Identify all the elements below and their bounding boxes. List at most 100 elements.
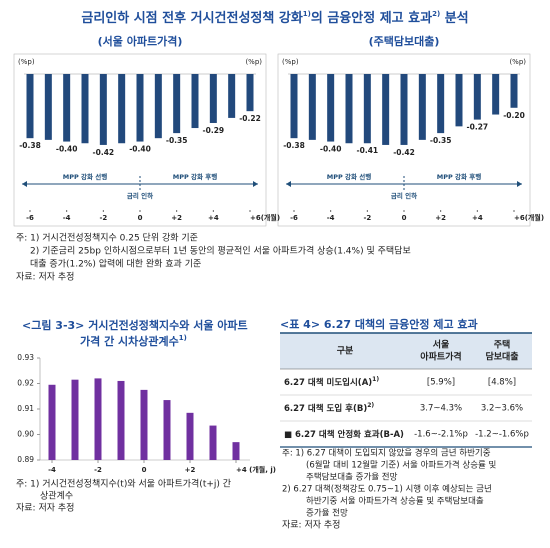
figure-title-text: 가격 간 시차상관계수 xyxy=(80,334,179,348)
note: 2) 기준금리 25bp 인하시점으로부터 1년 동안의 평균적인 서울 아파트… xyxy=(30,245,411,257)
y-unit: (%p) xyxy=(509,58,526,66)
data-label: -0.20 xyxy=(503,111,525,120)
table-header: 아파트가격 xyxy=(420,351,461,363)
x-tick-label: 0 xyxy=(402,214,407,222)
bar xyxy=(345,74,353,144)
bar xyxy=(473,74,481,120)
bar xyxy=(81,74,89,144)
data-label: -0.41 xyxy=(357,146,379,155)
bar xyxy=(140,389,148,460)
title-text: 금리인하 시점 전후 거시건전성정책 강화 xyxy=(81,10,302,26)
annotation: MPP 강화 후행 xyxy=(173,172,217,181)
row-label: 6.27 대책 도입 후(B)2) xyxy=(284,402,374,414)
annotation: MPP 강화 선행 xyxy=(327,172,371,181)
row-label-sup: 2) xyxy=(367,402,374,409)
note: 주: 1) 거시건전성정책지수 0.25 단위 강화 기준 xyxy=(16,232,198,244)
note: 2) 6.27 대책(정책강도 0.75~1) 시행 이후 예상되는 금년 xyxy=(282,484,492,495)
x-tick-label: -2 xyxy=(94,466,102,474)
bar xyxy=(117,380,125,460)
bar xyxy=(154,74,162,139)
data-label: -0.35 xyxy=(166,136,188,145)
x-tick-label: -2 xyxy=(99,214,107,222)
bar xyxy=(26,74,34,139)
bar xyxy=(510,74,518,108)
y-unit: (%p) xyxy=(18,58,35,66)
bar xyxy=(209,74,217,123)
x-tick-label: +6(개월) xyxy=(514,213,544,222)
bar xyxy=(173,74,181,134)
note: 상관계수 xyxy=(40,490,73,502)
data-label: -0.29 xyxy=(203,126,225,135)
bar xyxy=(44,74,52,140)
note: 주: 1) 거시건전성정책지수(t)와 서울 아파트가격(t+j) 간 xyxy=(16,478,231,490)
data-label: -0.40 xyxy=(56,145,78,154)
data-label: -0.38 xyxy=(19,141,41,150)
table-cell: -1.2~-1.6%p xyxy=(475,430,529,440)
chart-subtitle: (서울 아파트가격) xyxy=(98,34,183,48)
title-sup: 1) xyxy=(303,10,311,18)
title-text: 분석 xyxy=(440,11,468,26)
bar xyxy=(492,74,500,115)
bar xyxy=(228,74,236,118)
bar xyxy=(136,74,144,142)
x-tick-label: 0 xyxy=(138,214,143,222)
y-tick-label: 0.92 xyxy=(17,379,34,388)
x-tick-label: -2 xyxy=(363,214,371,222)
bar xyxy=(363,74,371,144)
note: 하반기중 서울 아파트가격 상승률 및 주택담보대출 xyxy=(306,496,484,507)
table-cell: [4.8%] xyxy=(488,378,516,388)
annotation: MPP 강화 선행 xyxy=(63,172,107,181)
table-header: 서울 xyxy=(433,339,450,351)
y-tick-label: 0.89 xyxy=(17,455,34,464)
source: 자료: 저자 추정 xyxy=(16,503,74,514)
bar xyxy=(437,74,445,134)
bar xyxy=(186,412,194,460)
table-header-bg xyxy=(280,333,532,369)
chart-frame xyxy=(277,53,531,227)
source: 자료: 저자 추정 xyxy=(282,520,340,531)
y-tick-label: 0.91 xyxy=(17,404,34,413)
x-tick-label: +2 xyxy=(171,214,182,222)
x-tick-label: +4 (개월, j) xyxy=(236,465,276,474)
source: 자료: 저자 추정 xyxy=(16,272,74,283)
x-tick-label: +4 xyxy=(472,214,483,222)
x-tick-label: 0 xyxy=(142,466,147,474)
bar xyxy=(232,442,240,460)
y-unit: (%p) xyxy=(245,58,262,66)
note: 증가율 전망 xyxy=(306,508,348,519)
data-label: -0.42 xyxy=(393,148,415,157)
data-label: -0.40 xyxy=(129,145,151,154)
annotation: 금리 인하 xyxy=(391,191,417,200)
data-label: -0.38 xyxy=(283,141,305,150)
x-tick-label: -4 xyxy=(327,214,335,222)
bar xyxy=(209,425,217,460)
row-label-text: ■ 6.27 대책 안정화 효과(B-A) xyxy=(284,429,404,440)
page-title: 금리인하 시점 전후 거시건전성정책 강화1)의 금융안정 제고 효과2) 분석 xyxy=(81,10,468,26)
x-tick-label: +2 xyxy=(185,466,196,474)
figure-title: 가격 간 시차상관계수1) xyxy=(80,334,187,348)
y-tick-label: 0.90 xyxy=(17,430,34,439)
data-label: -0.27 xyxy=(467,123,489,132)
bar xyxy=(63,74,71,142)
x-tick-label: -4 xyxy=(63,214,71,222)
x-tick-label: -6 xyxy=(290,214,298,222)
table-cell: -1.6~-2.1%p xyxy=(414,430,468,440)
bar xyxy=(48,384,56,460)
x-tick-label: -4 xyxy=(48,466,56,474)
bar xyxy=(400,74,408,145)
y-tick-label: 0.93 xyxy=(17,353,34,362)
note: 주: 1) 6.27 대책이 도입되지 않았을 경우의 금년 하반기중 xyxy=(282,448,491,459)
data-label: -0.40 xyxy=(320,145,342,154)
note: 주택담보대출 증가율 전망 xyxy=(306,472,398,483)
row-label: ■ 6.27 대책 안정화 효과(B-A) xyxy=(284,429,404,440)
bar xyxy=(455,74,463,127)
note: (6월말 대비 12월말 기준) 서울 아파트가격 상승률 및 xyxy=(306,460,497,471)
figure-title-sup: 1) xyxy=(179,334,187,342)
bar xyxy=(327,74,335,142)
bar xyxy=(71,379,79,460)
bar xyxy=(99,74,107,145)
annotation: 금리 인하 xyxy=(127,191,153,200)
x-tick-label: -6 xyxy=(26,214,34,222)
bar xyxy=(382,74,390,145)
